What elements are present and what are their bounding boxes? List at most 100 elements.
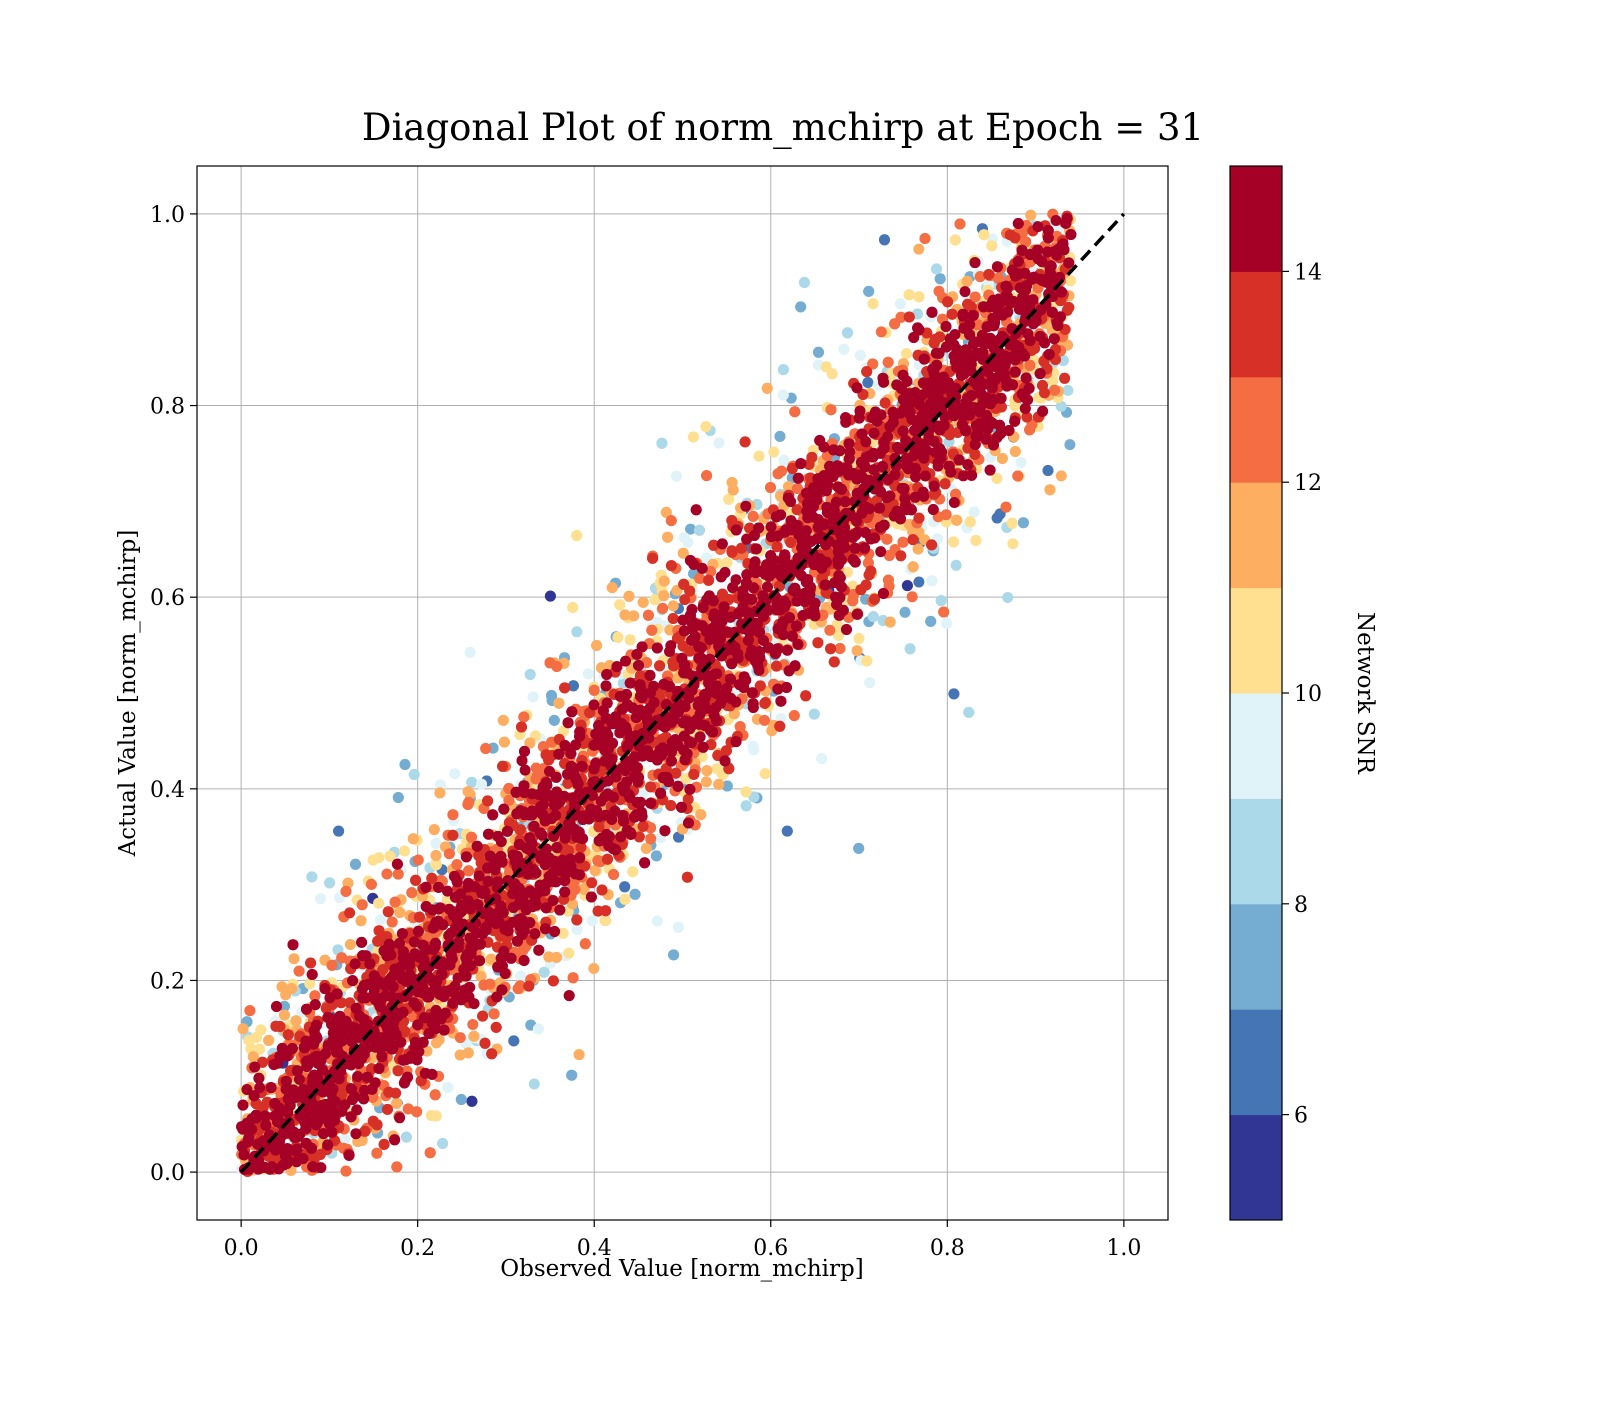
scatter-point <box>902 580 913 591</box>
scatter-point <box>983 269 994 280</box>
scatter-point <box>853 633 864 644</box>
scatter-point <box>545 657 556 668</box>
scatter-point <box>701 470 712 481</box>
scatter-point <box>838 344 849 355</box>
scatter-point <box>638 597 649 608</box>
scatter-point <box>431 850 442 861</box>
scatter-point <box>315 893 326 904</box>
scatter-point <box>497 761 508 772</box>
scatter-point <box>713 779 724 790</box>
scatter-point <box>772 541 783 552</box>
scatter-point <box>904 289 915 300</box>
scatter-point <box>963 707 974 718</box>
scatter-point <box>400 759 411 770</box>
scatter-point <box>853 843 864 854</box>
scatter-point <box>682 872 693 883</box>
scatter-point <box>900 607 911 618</box>
scatter-point <box>304 978 315 989</box>
scatter-point <box>861 655 872 666</box>
scatter-point <box>714 438 725 449</box>
scatter-point <box>525 669 536 680</box>
scatter-point <box>1018 517 1029 528</box>
scatter-point <box>255 1024 266 1035</box>
scatter-point <box>646 625 657 636</box>
scatter-point <box>467 1019 478 1030</box>
scatter-point <box>614 599 625 610</box>
scatter-point <box>624 591 635 602</box>
scatter-point <box>406 887 417 898</box>
scatter-point <box>539 967 550 978</box>
scatter-point <box>809 709 820 720</box>
scatter-point <box>592 855 603 866</box>
scatter-point <box>567 602 578 613</box>
scatter-point <box>673 922 684 933</box>
scatter-point <box>1056 470 1067 481</box>
scatter-point <box>463 797 474 808</box>
scatter-point <box>1059 373 1070 384</box>
scatter-point <box>444 848 455 859</box>
scatter-point <box>1001 502 1012 513</box>
scatter-point <box>970 535 981 546</box>
scatter-point <box>468 1031 479 1042</box>
scatter-point <box>969 506 980 517</box>
scatter-point <box>499 737 510 748</box>
scatter-point <box>244 1005 255 1016</box>
scatter-point <box>656 438 667 449</box>
scatter-point <box>587 915 598 926</box>
scatter-point <box>950 235 961 246</box>
scatter-point <box>324 877 335 888</box>
scatter-point <box>997 453 1008 464</box>
scatter-point <box>387 917 398 928</box>
scatter-point <box>238 1023 249 1034</box>
scatter-point <box>583 668 594 679</box>
scatter-point <box>341 886 352 897</box>
scatter-point <box>913 544 924 555</box>
scatter-point <box>863 286 874 297</box>
scatter-point <box>569 884 580 895</box>
scatter-point <box>244 1035 255 1046</box>
scatter-point <box>1010 446 1021 457</box>
scatter-point <box>778 455 789 466</box>
scatter-point <box>885 617 896 628</box>
scatter-point <box>580 938 591 949</box>
scatter-point <box>668 949 679 960</box>
scatter-point <box>619 881 630 892</box>
scatter-point <box>979 229 990 240</box>
scatter-point <box>327 960 338 971</box>
scatter-point <box>447 809 458 820</box>
scatter-point <box>748 511 759 522</box>
scatter-point <box>868 611 879 622</box>
scatter-point <box>572 924 583 935</box>
scatter-point <box>612 632 623 643</box>
scatter-point <box>1043 465 1054 476</box>
scatter-point <box>391 1098 402 1109</box>
scatter-point <box>931 263 942 274</box>
scatter-point <box>776 466 787 477</box>
scatter-point <box>568 972 579 983</box>
scatter-point <box>760 768 771 779</box>
scatter-point <box>935 273 946 284</box>
scatter-point <box>586 877 597 888</box>
scatter-point <box>826 404 837 415</box>
scatter-point <box>333 826 344 837</box>
scatter-point <box>434 787 445 798</box>
scatter-point <box>671 471 682 482</box>
scatter-point <box>528 691 539 702</box>
scatter-point <box>852 645 863 656</box>
scatter-point <box>341 1166 352 1177</box>
scatter-point <box>263 1035 274 1046</box>
scatter-point <box>413 855 424 866</box>
scatter-point <box>489 1008 500 1019</box>
scatter-point <box>789 406 800 417</box>
scatter-point <box>608 869 619 880</box>
scatter-point <box>442 1082 453 1093</box>
scatter-point <box>1002 592 1013 603</box>
scatter-point <box>1024 424 1035 435</box>
scatter-point <box>480 743 491 754</box>
scatter-point <box>588 963 599 974</box>
scatter-point <box>373 898 384 909</box>
scatter-point <box>589 685 600 696</box>
scatter-point <box>965 516 976 527</box>
scatter-point <box>1007 518 1018 529</box>
